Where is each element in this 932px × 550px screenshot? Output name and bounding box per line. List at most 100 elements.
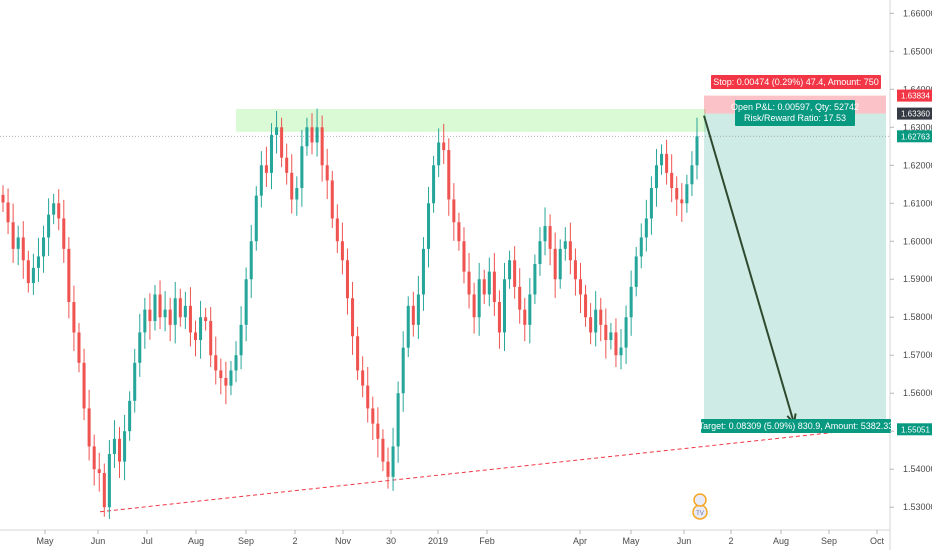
candle-body: [148, 309, 152, 322]
candle-body: [472, 294, 476, 318]
time-axis-background[interactable]: [0, 530, 890, 550]
candle-body: [163, 309, 167, 318]
y-tick-label: 1.62000: [903, 160, 932, 170]
stop-loss-label-text: Stop: 0.00474 (0.29%) 47.4, Amount: 750: [713, 77, 879, 87]
x-tick-label: Jun: [91, 536, 106, 546]
candle-body: [36, 256, 40, 268]
candle-body: [107, 454, 111, 508]
watermark-text: TV: [696, 511, 704, 517]
price-badge-label: 1.63360: [901, 110, 930, 119]
candle-body: [599, 309, 603, 325]
candle-body: [594, 309, 598, 333]
candle-body: [406, 305, 410, 348]
candle-body: [426, 203, 431, 249]
candle-body: [391, 446, 395, 477]
candle-body: [340, 241, 344, 261]
candle-body: [244, 279, 248, 325]
zones-layer: [236, 95, 886, 430]
candle-body: [204, 317, 208, 322]
candle-body: [158, 294, 162, 318]
price-badges-layer: 1.63834 1.63360 1.62763 1.55051: [897, 89, 932, 436]
candle-body: [42, 237, 46, 257]
candle-body: [214, 355, 218, 371]
candle-body: [128, 400, 132, 432]
candle-body: [335, 218, 339, 242]
candle-body: [523, 309, 527, 325]
x-tick-label: May: [36, 536, 54, 546]
candle-body: [497, 302, 501, 333]
candle-body: [665, 153, 669, 173]
candle-body: [16, 237, 20, 249]
candle-body: [280, 127, 284, 158]
candle-body: [310, 127, 314, 143]
candle-body: [234, 355, 238, 371]
candle-body: [361, 370, 365, 386]
x-tick-label: Sep: [821, 536, 837, 546]
candle-body: [21, 237, 25, 261]
time-axis[interactable]: May Jun Jul Aug Sep 2 Nov 30 2019 Feb Apr May Jun 2 Au…: [36, 530, 884, 546]
candle-body: [639, 237, 643, 257]
candle-body: [502, 279, 507, 333]
candle-body: [467, 271, 471, 295]
candle-body: [26, 260, 30, 284]
candle-body: [654, 165, 658, 189]
candle-body: [634, 256, 638, 287]
candle-body: [421, 248, 425, 295]
overlay-layer: Stop: 0.00474 (0.29%) 47.4, Amount: 750 O…: [699, 75, 893, 433]
price-badge-label: 1.62763: [901, 132, 930, 141]
stop-loss-label-bg: [711, 75, 881, 89]
open-pnl-label-text: Open P&L: 0.00597, Qty: 52742: [731, 102, 859, 112]
candle-body: [305, 127, 309, 147]
x-tick-label: Aug: [188, 536, 204, 546]
candle-body: [670, 172, 674, 189]
candle-body: [528, 294, 532, 325]
x-tick-label: Oct: [870, 536, 885, 546]
candle-body: [249, 241, 253, 280]
candle-body: [315, 127, 319, 143]
candle-body: [330, 180, 334, 219]
price-badge: [897, 130, 932, 143]
candle-body: [345, 260, 349, 299]
candle-body: [72, 302, 76, 333]
candle-body: [533, 264, 537, 295]
price-badge: [897, 423, 932, 436]
candle-body: [351, 298, 355, 337]
candle-body: [609, 332, 613, 341]
candle-body: [219, 370, 223, 379]
x-tick-label: Aug: [773, 536, 789, 546]
candle-body: [518, 286, 522, 310]
candle-body: [568, 241, 572, 261]
candle-body: [492, 271, 496, 303]
candle-body: [695, 136, 699, 166]
candle-body: [386, 461, 390, 477]
candle-body: [401, 347, 405, 394]
candle-body: [264, 165, 268, 173]
candle-body: [112, 438, 116, 455]
y-tick-label: 1.59000: [903, 274, 932, 284]
y-tick-label: 1.65000: [903, 46, 932, 56]
candle-body: [457, 222, 461, 242]
candle-body: [143, 309, 147, 333]
y-tick-label: 1.57000: [903, 350, 932, 360]
candle-body: [604, 324, 608, 341]
price-badge-label: 1.63834: [901, 92, 930, 101]
candle-body: [153, 294, 157, 322]
candle-body: [685, 184, 689, 204]
candle-body: [102, 473, 106, 508]
candle-body: [356, 336, 360, 371]
candle-body: [629, 286, 633, 318]
candle-body: [117, 438, 122, 462]
projection-arrow-line: [703, 115, 795, 424]
x-tick-label: 2019: [428, 536, 448, 546]
candle-body: [123, 431, 127, 462]
candle-body: [508, 260, 512, 280]
lines-layer: [0, 135, 891, 513]
candle-body: [229, 370, 233, 386]
candle-body: [320, 127, 324, 166]
candle-body: [92, 446, 96, 470]
candle-body: [371, 408, 375, 424]
candle-body: [584, 294, 588, 318]
candles-layer: [1, 108, 699, 519]
